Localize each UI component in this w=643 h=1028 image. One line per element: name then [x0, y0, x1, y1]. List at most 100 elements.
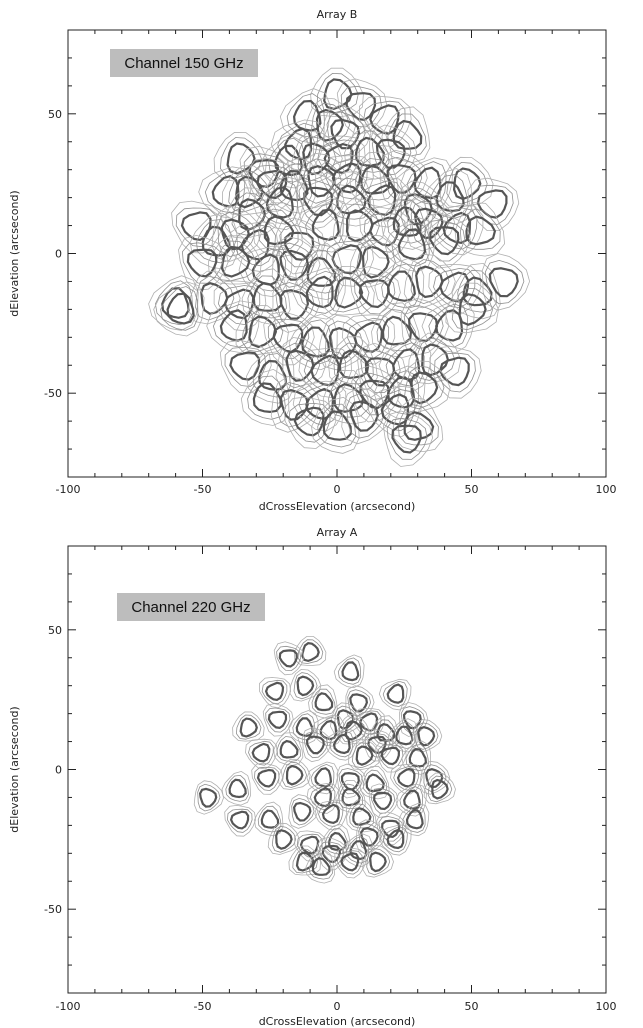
top-beam-contour-mid — [175, 207, 218, 248]
bottom-beam-contour-outer — [375, 740, 407, 773]
top-beam-point — [391, 424, 422, 454]
top-channel-badge-label: Channel 150 GHz — [124, 55, 243, 72]
top-beam-point — [349, 400, 379, 432]
bottom-x-tick-label: 100 — [596, 1000, 617, 1013]
top-beam-point — [303, 186, 334, 217]
bottom-beam-contour-outer — [359, 765, 390, 800]
bottom-beam-contour-mid — [226, 808, 253, 833]
bottom-beam-contour-outer — [251, 762, 283, 795]
bottom-beam-point — [431, 778, 449, 800]
bottom-beam-contour-outer — [378, 678, 412, 711]
top-beam-contour-outer — [429, 204, 484, 256]
top-beam-contour-outer — [344, 123, 394, 180]
bottom-beam-contour-outer — [401, 740, 431, 775]
top-beam-point — [251, 253, 280, 286]
top-beam-point — [415, 265, 444, 299]
top-y-axis-label: dElevation (arcsecond) — [8, 190, 21, 316]
top-x-tick-label: 50 — [465, 483, 479, 496]
top-beam-contour-outer — [189, 212, 239, 270]
bottom-beam-point — [386, 683, 405, 704]
top-beam-contour-mid — [288, 402, 331, 443]
top-x-axis-label: dCrossElevation (arcsecond) — [259, 500, 416, 513]
top-beam-point — [161, 287, 190, 319]
top-beam-point — [345, 209, 374, 243]
bottom-beam-contour-outer — [288, 794, 319, 829]
top-beam-point — [476, 189, 508, 219]
bottom-beam-contour-mid — [254, 766, 280, 792]
bottom-beam-contour-mid — [293, 672, 318, 700]
top-beam-contour-mid — [346, 317, 390, 359]
bottom-beam-contour-outer — [378, 824, 412, 856]
top-beam-contour-outer — [275, 217, 326, 275]
top-beam-contour-outer — [421, 299, 475, 354]
bottom-beam-contour-mid — [261, 679, 288, 705]
top-beam-contour-mid — [224, 346, 267, 387]
top-beam-contour-mid — [275, 282, 315, 327]
bottom-beam-point — [239, 717, 258, 738]
top-beam-contour-outer — [325, 171, 376, 227]
bottom-beam-contour-mid — [338, 783, 363, 809]
top-beam-contour-mid — [327, 271, 370, 313]
top-beam-contour-outer — [298, 198, 351, 253]
bottom-beam-contour-outer — [301, 727, 332, 763]
bottom-beam-contour-mid — [358, 823, 382, 851]
top-beam-contour-mid — [298, 179, 339, 223]
top-chart-title: Array B — [317, 8, 358, 21]
top-beam-contour-mid — [459, 208, 501, 250]
bottom-beam-point — [341, 661, 360, 682]
bottom-channel-badge — [117, 593, 265, 621]
top-beam-contour-mid — [446, 161, 488, 205]
top-beam-contour-outer — [275, 337, 327, 394]
top-beam-point — [380, 393, 410, 426]
top-beam-contour-outer — [240, 368, 290, 426]
top-beam-contour-mid — [233, 224, 276, 267]
top-beam-contour-outer — [318, 314, 370, 371]
top-beam-contour-outer — [367, 385, 422, 437]
bottom-beam-point — [332, 733, 351, 755]
top-beam-contour-outer — [392, 397, 444, 453]
top-beam-point — [248, 158, 280, 189]
bottom-beam-contour-mid — [378, 816, 404, 842]
bottom-beam-contour-mid — [402, 805, 426, 833]
bottom-beam-contour-outer — [419, 760, 451, 795]
bottom-beam-point — [341, 787, 361, 807]
top-beam-point — [333, 383, 365, 413]
top-beam-contour-mid — [373, 389, 416, 432]
bottom-beam-point — [285, 764, 304, 786]
top-beam-point — [330, 118, 361, 150]
bottom-beam-contour-mid — [415, 722, 439, 750]
bottom-beam-contour-outer — [423, 772, 456, 805]
top-beam-contour-outer — [481, 253, 531, 311]
bottom-beam-point — [352, 807, 372, 826]
bottom-beam-contour-outer — [288, 710, 319, 745]
bottom-beam-point — [198, 787, 218, 808]
top-beam-contour-outer — [267, 157, 317, 214]
bottom-beam-contour-outer — [273, 641, 305, 676]
top-beam-contour-mid — [181, 242, 224, 284]
top-beam-point — [293, 406, 325, 437]
top-beam-contour-outer — [235, 305, 289, 356]
bottom-x-axis-label: dCrossElevation (arcsecond) — [259, 1015, 416, 1028]
top-beam-contour-mid — [434, 352, 476, 393]
top-beam-contour-mid — [433, 267, 476, 309]
top-beam-point — [331, 162, 362, 194]
top-beam-contour-mid — [385, 342, 425, 387]
bottom-x-tick-label: -100 — [56, 1000, 81, 1013]
top-beam-point — [186, 248, 218, 278]
top-beam-point — [458, 293, 487, 326]
bottom-beam-contour-mid — [423, 764, 447, 792]
bottom-beam-point — [380, 746, 401, 766]
top-beam-point — [386, 164, 417, 194]
top-beam-point — [279, 289, 310, 320]
top-beam-contour-mid — [310, 102, 351, 148]
top-beam-point — [256, 169, 288, 200]
top-beam-contour-mid — [371, 131, 412, 176]
top-beam-contour-outer — [295, 243, 344, 301]
bottom-channel-badge-label: Channel 220 GHz — [131, 599, 250, 616]
bottom-beam-contour-outer — [361, 728, 394, 762]
top-beam-point — [211, 175, 240, 208]
bottom-beam-contour-outer — [335, 779, 366, 814]
bottom-y-tick-label: 0 — [55, 764, 62, 777]
bottom-beam-contour-mid — [393, 765, 419, 791]
bottom-beam-contour-mid — [319, 841, 345, 867]
